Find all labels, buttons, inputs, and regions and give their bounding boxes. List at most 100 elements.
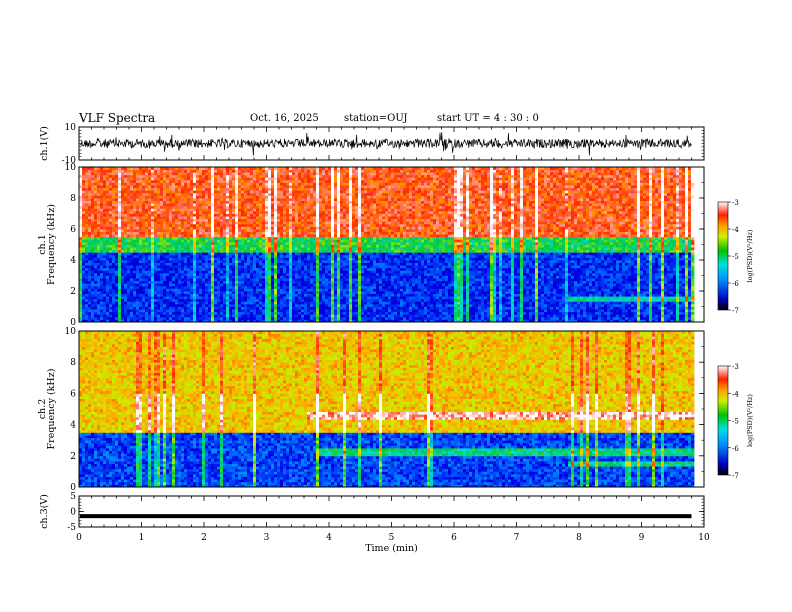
spectro-cell: [160, 314, 164, 318]
spectro-cell: [307, 298, 311, 302]
spectro-cell: [103, 267, 107, 271]
spectro-cell: [250, 319, 254, 323]
spectro-cell: [208, 291, 212, 294]
spectro-cell: [187, 249, 191, 253]
spectro-cell: [238, 174, 242, 178]
spectro-cell: [229, 314, 233, 318]
spectro-cell: [244, 210, 248, 214]
spectro-cell: [121, 185, 125, 189]
spectro-cell: [109, 169, 113, 173]
spectro-cell: [244, 236, 248, 240]
spectro-cell: [127, 218, 131, 222]
spectro-cell: [232, 200, 236, 204]
spectro-cell: [280, 306, 284, 310]
spectro-cell: [190, 223, 194, 227]
spectro-cell: [289, 192, 293, 196]
spectro-cell: [247, 210, 251, 214]
spectro-cell: [241, 298, 245, 302]
spectro-cell: [166, 270, 170, 274]
spectro-cell: [145, 272, 149, 276]
spectro-cell: [151, 210, 155, 214]
spectro-cell: [235, 270, 239, 274]
spectro-cell: [100, 234, 104, 238]
spectro-cell: [295, 221, 299, 225]
spectro-cell: [307, 231, 311, 235]
spectro-cell: [193, 306, 197, 310]
spectro-cell: [151, 309, 155, 313]
spectro-cell: [151, 303, 155, 307]
spectro-cell: [124, 210, 128, 214]
spectro-cell: [124, 208, 128, 212]
spectro-cell: [139, 293, 143, 297]
spectro-cell: [91, 167, 95, 170]
spectro-cell: [292, 218, 296, 222]
spectro-cell: [82, 262, 86, 266]
spectro-cell: [244, 296, 248, 300]
spectro-cell: [310, 213, 314, 217]
spectro-cell: [244, 311, 248, 315]
spectro-cell: [103, 234, 107, 238]
spectro-cell: [91, 195, 95, 199]
spectro-cell: [181, 210, 185, 214]
spectro-cell: [268, 275, 272, 279]
spectro-cell: [115, 200, 119, 204]
spectro-cell: [145, 205, 149, 209]
spectro-cell: [280, 298, 284, 302]
spectro-cell: [232, 291, 236, 294]
spectro-cell: [163, 169, 167, 173]
spectro-cell: [178, 198, 182, 201]
spectro-cell: [190, 205, 194, 209]
spectro-cell: [100, 174, 104, 178]
spectro-cell: [217, 229, 221, 232]
spectro-cell: [262, 223, 266, 227]
spectro-cell: [97, 283, 101, 287]
spectro-cell: [304, 192, 308, 196]
spectro-cell: [187, 262, 191, 266]
spectro-cell: [208, 293, 212, 297]
spectro-cell: [205, 303, 209, 307]
spectro-cell: [91, 190, 95, 194]
spectro-cell: [136, 185, 140, 189]
spectro-cell: [253, 210, 257, 214]
spectro-cell: [121, 275, 125, 279]
spectro-cell: [136, 283, 140, 287]
spectro-cell: [274, 221, 278, 225]
spectro-cell: [292, 293, 296, 297]
spectro-cell: [151, 311, 155, 315]
spectro-cell: [214, 275, 218, 279]
spectro-cell: [142, 247, 146, 251]
spectro-cell: [160, 278, 164, 282]
spectro-cell: [100, 280, 104, 284]
spectro-cell: [286, 174, 290, 178]
spectro-cell: [217, 213, 221, 217]
spectro-cell: [298, 319, 302, 323]
spectro-cell: [280, 275, 284, 279]
spectro-cell: [277, 221, 281, 225]
spectro-cell: [100, 172, 104, 176]
spectro-cell: [250, 249, 254, 253]
spectro-cell: [214, 213, 218, 217]
spectro-cell: [283, 213, 287, 217]
spectro-cell: [247, 309, 251, 313]
spectro-cell: [91, 275, 95, 279]
spectro-cell: [154, 301, 158, 305]
spectro-cell: [178, 185, 182, 189]
spectro-cell: [310, 167, 314, 170]
spectro-cell: [280, 226, 284, 230]
spectro-cell: [301, 303, 305, 307]
spectro-cell: [247, 314, 251, 318]
spectro-cell: [127, 267, 131, 271]
spectro-cell: [109, 291, 113, 294]
spectro-cell: [301, 262, 305, 266]
spectro-cell: [235, 216, 239, 220]
spectro-cell: [109, 231, 113, 235]
spectro-cell: [238, 296, 242, 300]
spectro-cell: [265, 254, 269, 258]
spectro-cell: [148, 185, 152, 189]
spectro-cell: [214, 247, 218, 251]
spectro-cell: [310, 254, 314, 258]
spectro-cell: [145, 190, 149, 194]
spectro-cell: [268, 210, 272, 214]
spectro-cell: [160, 260, 164, 263]
spectro-cell: [118, 262, 122, 266]
